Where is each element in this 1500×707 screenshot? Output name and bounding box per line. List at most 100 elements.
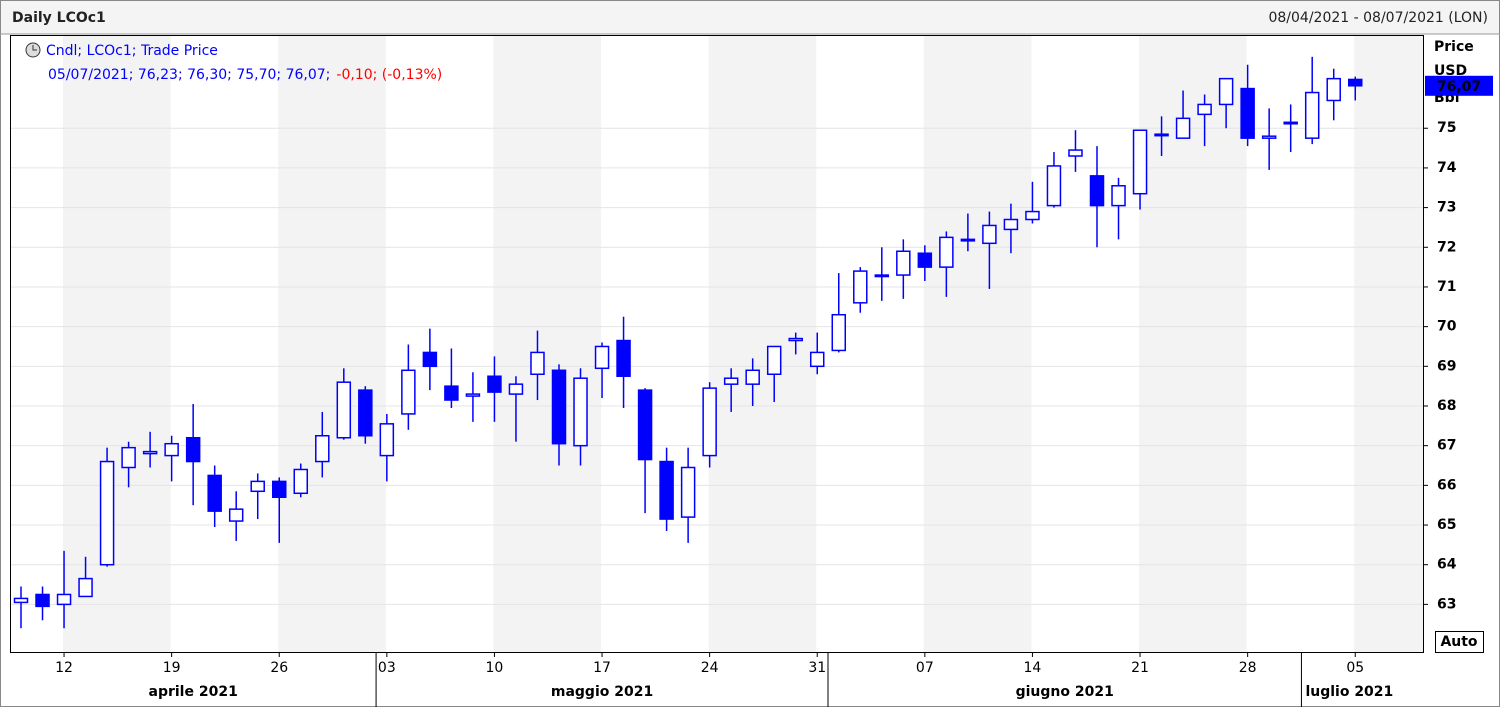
chart-title: Daily LCOc1 (12, 10, 106, 26)
y-tick-label: 75 (1437, 120, 1456, 136)
candle-body (1326, 77, 1341, 102)
y-axis-label: Price (1434, 39, 1474, 55)
candle-body (271, 480, 287, 499)
header-bar (1, 1, 1499, 34)
candle-body (99, 460, 115, 566)
x-tick-label: 10 (486, 660, 504, 676)
month-label: maggio 2021 (551, 684, 653, 700)
y-tick-label: 74 (1437, 160, 1457, 176)
week-band (1139, 35, 1247, 652)
x-tick-label: 21 (1131, 660, 1149, 676)
y-tick-label: 70 (1437, 319, 1457, 335)
candle-body (573, 377, 588, 447)
y-axis-unit: USD (1434, 63, 1467, 79)
month-label: giugno 2021 (1016, 684, 1114, 700)
candle-body (401, 369, 416, 415)
auto-button[interactable] (1435, 631, 1484, 653)
candle-body (1089, 175, 1105, 207)
candle-body (745, 369, 760, 385)
candle-body (1304, 91, 1320, 139)
candle-body (809, 351, 825, 368)
plot-frame (10, 35, 1424, 653)
candle-body (702, 387, 717, 457)
y-tick-label: 73 (1437, 200, 1456, 216)
candle-body (185, 436, 201, 463)
x-tick-label: 28 (1239, 660, 1257, 676)
candle-body (444, 385, 459, 401)
candle-body (766, 345, 782, 376)
candle-body (336, 381, 352, 439)
candle-body (164, 442, 179, 457)
candle-body (831, 313, 847, 352)
candle-body (917, 252, 933, 268)
candle-body (1068, 149, 1083, 157)
x-tick-label: 05 (1346, 660, 1364, 676)
candle-body (1003, 218, 1019, 231)
legend-values: 05/07/2021; 76,23; 76,30; 75,70; 76,07; (48, 67, 330, 83)
candle-body (1046, 165, 1062, 207)
y-tick-label: 71 (1437, 279, 1456, 295)
plot-area (10, 35, 1423, 652)
candle-body (1240, 87, 1255, 139)
x-tick-label: 07 (916, 660, 934, 676)
candle-body (939, 236, 954, 268)
candle-body (487, 375, 502, 393)
candle-body (250, 480, 265, 493)
candle-body (530, 351, 545, 376)
y-tick-label: 72 (1437, 239, 1456, 255)
y-tick-label: 63 (1437, 596, 1456, 612)
x-tick-label: 12 (55, 660, 73, 676)
candle-body (659, 460, 674, 520)
y-tick-label: 67 (1437, 438, 1456, 454)
x-tick-label: 17 (593, 660, 611, 676)
candle-body (616, 339, 631, 377)
week-band (708, 35, 817, 652)
candle-body (228, 508, 244, 522)
week-band (1354, 35, 1423, 652)
candle-body (13, 597, 29, 604)
candle-body (551, 369, 567, 445)
candle-body (680, 466, 696, 518)
week-band (493, 35, 602, 652)
week-band (278, 35, 386, 652)
x-tick-label: 26 (270, 660, 288, 676)
candle-body (788, 337, 803, 342)
month-label: luglio 2021 (1305, 684, 1393, 700)
candle-body (960, 238, 976, 242)
candle-body (896, 250, 911, 276)
candle-body (207, 474, 222, 512)
candle-body (1154, 133, 1169, 137)
x-tick-label: 03 (378, 660, 396, 676)
week-band (923, 35, 1032, 652)
y-tick-label: 68 (1437, 398, 1456, 414)
candle-body (1261, 135, 1277, 139)
y-tick-label: 66 (1437, 477, 1456, 493)
candle-body (1111, 185, 1126, 207)
auto-button-label[interactable]: Auto (1440, 634, 1477, 650)
x-tick-label: 31 (808, 660, 826, 676)
y-tick-label: 69 (1437, 358, 1456, 374)
candle-body (56, 593, 72, 606)
candle-body (853, 270, 868, 304)
y-tick-label: 65 (1437, 517, 1456, 533)
month-label: aprile 2021 (149, 684, 238, 700)
legend-label: Cndl; LCOc1; Trade Price (46, 43, 218, 59)
candle-body (315, 435, 330, 463)
week-band (63, 35, 171, 652)
candle-body (1025, 210, 1040, 221)
candle-body (142, 450, 158, 455)
candle-body (121, 446, 136, 469)
candle-body (379, 423, 395, 457)
x-tick-label: 19 (163, 660, 181, 676)
x-tick-label: 24 (701, 660, 719, 676)
candle-body (1197, 103, 1212, 116)
candle-body (874, 274, 890, 278)
last-price-tag (1425, 75, 1493, 96)
candle-body (1175, 117, 1191, 139)
y-tick-label: 64 (1437, 557, 1457, 573)
candle-body (594, 345, 610, 370)
candle-body (1347, 78, 1363, 87)
candle-body (637, 389, 653, 461)
candle-body (358, 389, 373, 437)
candle-body (293, 468, 309, 495)
